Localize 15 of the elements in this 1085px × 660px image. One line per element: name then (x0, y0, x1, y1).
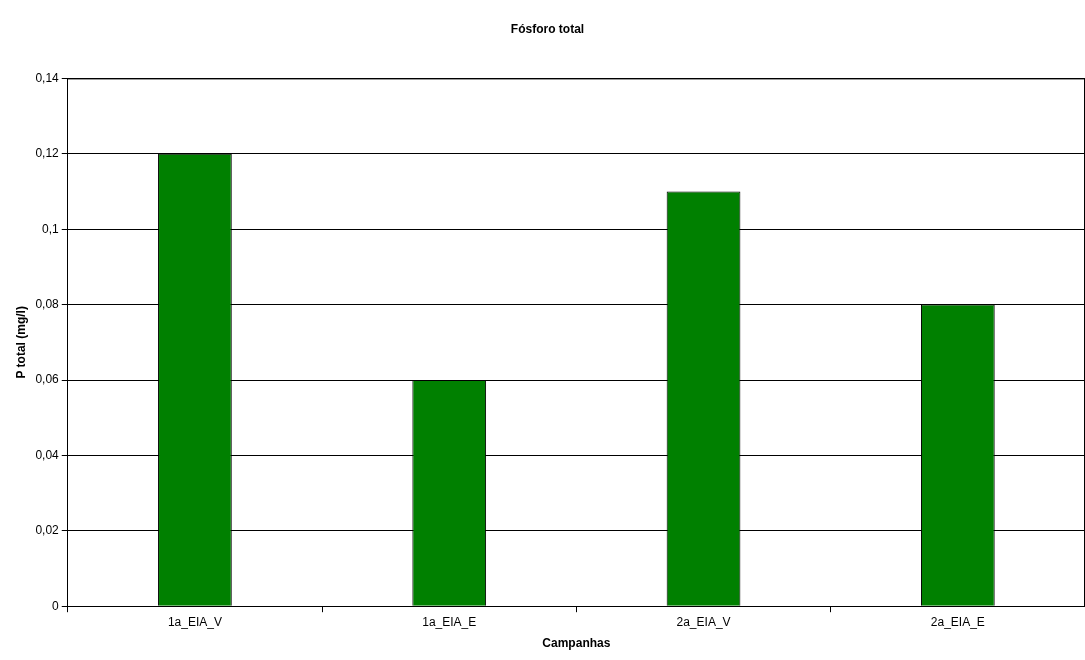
y-axis-title: P total (mg/l) (13, 306, 28, 379)
y-tick-label: 0,14 (35, 70, 60, 85)
y-tick-label: 0,04 (35, 447, 60, 462)
x-tick-label: 1a_EIA_E (422, 614, 477, 629)
x-tick-label: 2a_EIA_V (676, 614, 731, 629)
chart-title: Fósforo total (510, 21, 585, 36)
y-tick-label: 0,08 (35, 296, 60, 311)
x-tick-label: 1a_EIA_V (167, 614, 222, 629)
x-axis-title: Campanhas (542, 636, 611, 651)
y-tick-label: 0,06 (35, 372, 60, 387)
y-tick-label: 0,1 (42, 221, 60, 236)
y-tick-label: 0,02 (35, 523, 60, 538)
y-tick-label: 0,12 (35, 146, 60, 161)
y-tick-label: 0 (52, 598, 60, 613)
x-tick-label: 2a_EIA_E (930, 614, 985, 629)
